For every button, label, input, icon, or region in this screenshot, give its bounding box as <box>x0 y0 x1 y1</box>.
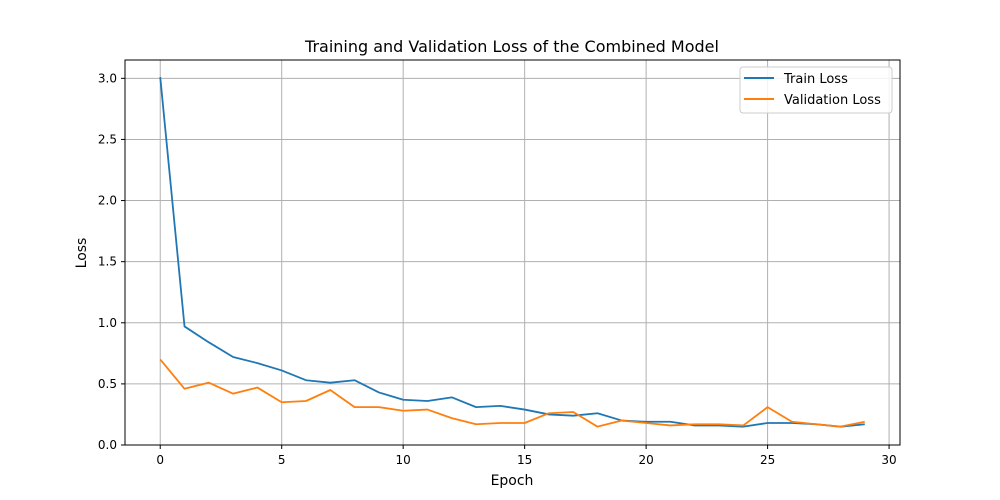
y-axis-label: Loss <box>74 238 90 269</box>
y-tick-label: 1.5 <box>98 255 117 269</box>
series-line-validation <box>159 358 865 428</box>
y-tick-label: 3.0 <box>98 71 117 85</box>
y-tick-label: 0.0 <box>98 438 117 452</box>
x-axis-label: Epoch <box>491 473 534 489</box>
x-tick-label: 10 <box>396 453 411 467</box>
legend-label-validation: Validation Loss <box>784 93 881 108</box>
y-ticks: 0.0 0.5 1.0 1.5 2.0 2.5 3.0 <box>98 71 125 452</box>
y-tick-label: 0.5 <box>98 377 117 391</box>
plot-frame <box>124 59 901 446</box>
y-tick-label: 2.5 <box>98 132 117 146</box>
series-lines <box>159 77 865 428</box>
x-tick-label: 15 <box>517 453 532 467</box>
y-tick-label: 2.0 <box>98 194 117 208</box>
x-ticks: 0 5 10 15 20 25 30 <box>156 445 897 467</box>
x-tick-label: 20 <box>638 453 653 467</box>
x-tick-label: 30 <box>881 453 896 467</box>
grid <box>125 60 900 446</box>
x-tick-label: 0 <box>156 453 164 467</box>
series-line-train <box>159 77 865 428</box>
x-tick-label: 5 <box>278 453 286 467</box>
x-tick-label: 25 <box>760 453 775 467</box>
legend: Train Loss Validation Loss <box>739 66 893 114</box>
legend-label-train: Train Loss <box>783 72 848 87</box>
y-tick-label: 1.0 <box>98 316 117 330</box>
legend-box <box>739 66 893 114</box>
chart-title: Training and Validation Loss of the Comb… <box>304 37 719 56</box>
